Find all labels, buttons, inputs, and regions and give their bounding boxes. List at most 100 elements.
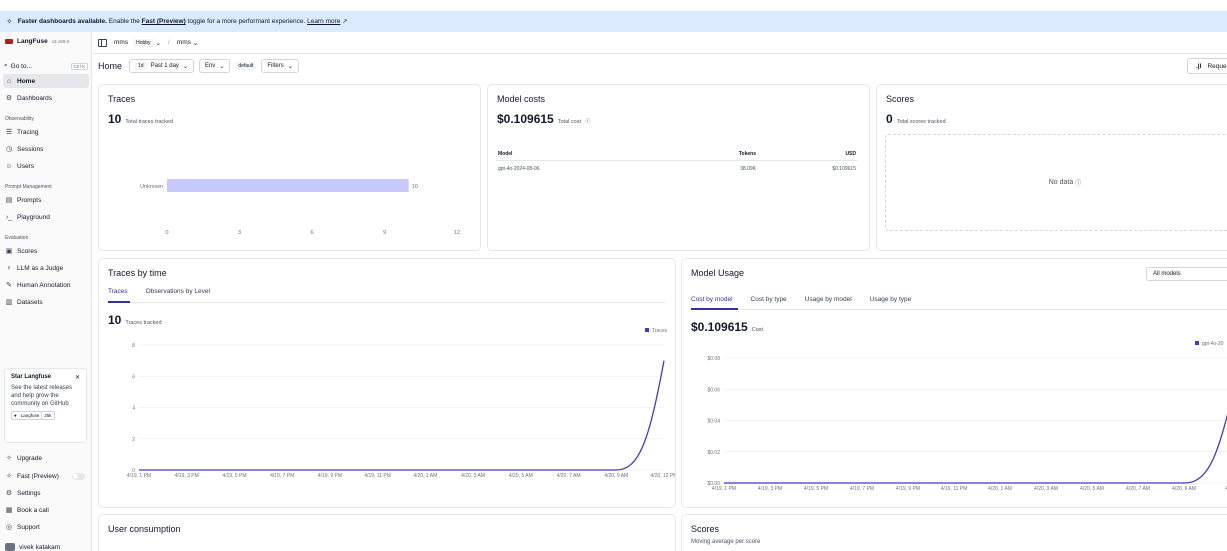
data-label: 10 bbox=[412, 184, 418, 190]
series-line bbox=[139, 360, 665, 471]
sidebar-item-sessions[interactable]: ◷ Sessions bbox=[3, 142, 89, 156]
sidebar-item-fast-preview[interactable]: ✧ Fast (Preview) bbox=[3, 469, 89, 483]
tab-usage-by-model[interactable]: Usage by model bbox=[804, 296, 852, 303]
dashboard-icon: ⚙ bbox=[5, 95, 13, 102]
user-name: vivek katakam bbox=[19, 543, 61, 551]
traces-by-time-count: 10 bbox=[108, 313, 122, 327]
sidebar-item-upgrade[interactable]: ✧ Upgrade bbox=[3, 451, 89, 465]
y-tick-label: $0.00 bbox=[707, 481, 720, 487]
sidebar-item-dashboards[interactable]: ⚙ Dashboards bbox=[3, 91, 89, 105]
x-tick-label: 4/20, 12 PM bbox=[651, 473, 676, 479]
sidebar-item-prompts[interactable]: ▤ Prompts bbox=[3, 193, 89, 207]
traces-card: Traces 10 Total traces tracked Unknown 10… bbox=[98, 84, 481, 251]
x-tick-label: 4/20, 5 AM bbox=[1080, 486, 1104, 492]
no-data-placeholder: No data ⓘ bbox=[885, 134, 1227, 231]
traces-caption: Total traces tracked bbox=[125, 119, 174, 125]
series-line bbox=[724, 413, 1227, 484]
date-range-button[interactable]: 1d Past 1 day ⌄ bbox=[129, 59, 194, 73]
active-tab-indicator bbox=[691, 308, 738, 310]
sidebar-item-llm-judge[interactable]: ♀ LLM as a Judge bbox=[3, 261, 89, 275]
tab-cost-by-model[interactable]: Cost by model bbox=[691, 296, 733, 303]
avatar bbox=[5, 543, 15, 551]
range-tag: 1d bbox=[135, 62, 147, 70]
column-header: Tokens bbox=[738, 150, 756, 157]
x-tick-label: 4/20, 9 AM bbox=[1172, 486, 1196, 492]
tab-cost-by-type[interactable]: Cost by type bbox=[750, 296, 787, 303]
tab-observations-by-level[interactable]: Observations by Level bbox=[145, 288, 210, 295]
scores-card-title: Scores bbox=[886, 94, 915, 104]
model-costs-table: Model Tokens USD gpt-4o-2024-08-06 38.09… bbox=[496, 147, 858, 177]
learn-more-link[interactable]: Learn more bbox=[307, 18, 341, 25]
x-tick-label: 4/19, 7 PM bbox=[850, 486, 874, 492]
sidebar-item-human-annotation[interactable]: ✎ Human Annotation bbox=[3, 278, 89, 292]
filters-button[interactable]: Filters ⌄ bbox=[261, 59, 299, 73]
sidebar-item-book-call[interactable]: ▦ Book a call bbox=[3, 503, 89, 517]
legend-swatch bbox=[645, 328, 649, 332]
model-costs-total: $0.109615 bbox=[497, 112, 554, 126]
goto-label: Go to... bbox=[10, 62, 32, 70]
chevron-down-icon: ⌄ bbox=[287, 63, 293, 70]
x-tick-label: 4/19, 9 PM bbox=[896, 486, 920, 492]
badge-label: Langfuse bbox=[20, 413, 40, 418]
sidebar-item-label: Datasets bbox=[17, 298, 43, 306]
user-menu[interactable]: vivek katakam bbox=[3, 540, 89, 551]
github-star-badge[interactable]: ● Langfuse 25k bbox=[11, 411, 55, 420]
sidebar-toggle-icon[interactable] bbox=[98, 38, 107, 47]
sidebar-item-label: Human Annotation bbox=[17, 281, 71, 289]
y-tick-label: $0.06 bbox=[707, 387, 720, 393]
tabs-divider bbox=[108, 302, 666, 303]
sparkle-icon: ✧ bbox=[6, 455, 12, 462]
sidebar-item-datasets[interactable]: ▥ Datasets bbox=[3, 295, 89, 309]
model-usage-tabs: Cost by model Cost by type Usage by mode… bbox=[691, 296, 911, 303]
sidebar-item-label: Dashboards bbox=[17, 94, 53, 102]
traces-by-time-kpi: 10 Traces tracked bbox=[108, 313, 162, 327]
topbar: mms Hobby ⌄ / mms ⌄ bbox=[92, 32, 1227, 54]
banner-fast-preview-link[interactable]: Fast (Preview) bbox=[141, 18, 186, 25]
x-tick-label: 4/20, 9 AM bbox=[604, 473, 628, 479]
tab-traces[interactable]: Traces bbox=[108, 288, 128, 295]
close-icon[interactable]: ✕ bbox=[74, 375, 80, 381]
sidebar-item-users[interactable]: ☺ Users bbox=[3, 159, 89, 173]
lightbulb-icon: ♀ bbox=[6, 264, 12, 272]
env-filter-button[interactable]: Env ⌄ bbox=[198, 59, 231, 73]
x-tick-label: 4/20, 7 AM bbox=[557, 473, 581, 479]
star-card-title: Star Langfuse bbox=[11, 374, 52, 380]
sidebar-item-label: Support bbox=[17, 523, 40, 531]
x-tick-label: 0 bbox=[165, 230, 168, 236]
sidebar-item-support[interactable]: ◎ Support bbox=[3, 520, 89, 534]
model-select[interactable]: All models bbox=[1146, 267, 1227, 281]
x-tick-label: 4/19, 3 PM bbox=[758, 486, 782, 492]
category-label: Unknown bbox=[140, 184, 163, 190]
fast-preview-toggle[interactable] bbox=[72, 472, 85, 480]
x-tick-label: 4/19, 11 PM bbox=[941, 486, 968, 492]
x-tick-label: 4/19, 5 PM bbox=[804, 486, 828, 492]
tab-usage-by-type[interactable]: Usage by type bbox=[869, 296, 912, 303]
x-tick-label: 9 bbox=[383, 230, 386, 236]
sparkle-icon: ✧ bbox=[6, 17, 13, 26]
user-consumption-title: User consumption bbox=[108, 524, 181, 534]
goto-search[interactable]: ⌕ Go to... Ctrl K bbox=[4, 60, 88, 72]
sidebar-item-home[interactable]: ⌂ Home bbox=[3, 74, 89, 88]
project-switcher[interactable]: mms ⌄ bbox=[177, 39, 199, 47]
model-usage-total: $0.109615 bbox=[691, 320, 748, 334]
sidebar-item-scores[interactable]: ▣ Scores bbox=[3, 244, 89, 258]
sidebar-item-settings[interactable]: ⚙ Settings bbox=[3, 486, 89, 500]
model-costs-title: Model costs bbox=[497, 94, 546, 104]
bar bbox=[167, 179, 409, 192]
model-usage-line-chart: $0.00 $0.02 $0.04 $0.06 $0.08 4/19, 1 PM 4/19,… bbox=[707, 341, 1227, 492]
file-icon: ▤ bbox=[5, 197, 13, 204]
annotation-icon: ✎ bbox=[6, 282, 12, 289]
sidebar-item-tracing[interactable]: ☰ Tracing bbox=[3, 125, 89, 139]
sidebar-item-playground[interactable]: ›_ Playground bbox=[3, 210, 89, 224]
traces-line-chart: 0 2 4 6 8 4/19, 1 PM 4/19, 3 PM 4/19, 5 PM 4/19,… bbox=[127, 328, 676, 479]
app-logo[interactable]: LangFuse v3.169.0 bbox=[5, 38, 69, 45]
fast-dashboards-banner: ✧ Faster dashboards available. Enable th… bbox=[0, 11, 1227, 32]
scores-bottom-subtitle: Moving average per score bbox=[691, 539, 761, 545]
traces-count: 10 bbox=[108, 112, 122, 126]
column-header: USD bbox=[845, 150, 856, 157]
request-chart-button[interactable]: .|l Reque bbox=[1187, 58, 1227, 74]
traces-card-title: Traces bbox=[108, 94, 136, 104]
sidebar-item-label: Users bbox=[17, 162, 34, 170]
home-icon: ⌂ bbox=[6, 77, 12, 85]
org-switcher[interactable]: mms Hobby ⌄ bbox=[114, 38, 161, 47]
